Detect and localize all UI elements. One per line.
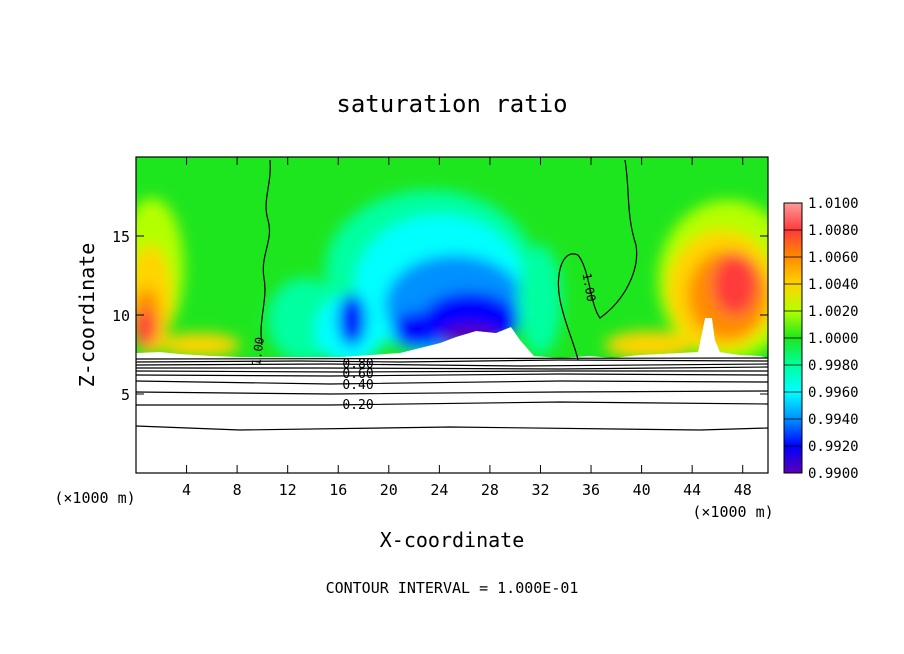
- x-tick-label: 4: [182, 481, 191, 499]
- heatmap-field: [136, 157, 768, 358]
- x-tick-label: 32: [531, 481, 549, 499]
- y-tick-label: 5: [121, 386, 130, 404]
- colorbar-label: 1.0100: [808, 196, 859, 212]
- y-axis: 5 10 15: [112, 228, 768, 404]
- colorbar-label: 0.9960: [808, 385, 859, 401]
- x-unit-label-left: (×1000 m): [54, 489, 135, 507]
- x-tick-label: 40: [633, 481, 651, 499]
- chart-title: saturation ratio: [336, 90, 567, 118]
- contour-label: 0.20: [342, 398, 373, 413]
- colorbar-label: 0.9900: [808, 466, 859, 482]
- x-tick-label: 48: [734, 481, 752, 499]
- colorbar-label: 0.9920: [808, 439, 859, 455]
- contour-label: 0.80: [342, 357, 373, 372]
- contour-label: 0.60: [342, 367, 373, 382]
- y-axis-title: Z-coordinate: [75, 243, 99, 388]
- x-unit-label-right: (×1000 m): [692, 503, 773, 521]
- colorbar-label: 1.0000: [808, 331, 859, 347]
- contour-lines: [136, 159, 768, 431]
- colorbar-label: 1.0040: [808, 277, 859, 293]
- contour-interval-footer: CONTOUR INTERVAL = 1.000E-01: [326, 579, 579, 597]
- colorbar-label: 1.0060: [808, 250, 859, 266]
- contour-label: 0.40: [342, 378, 373, 393]
- colorbar-label: 1.0020: [808, 304, 859, 320]
- x-tick-label: 44: [683, 481, 701, 499]
- x-tick-label: 36: [582, 481, 600, 499]
- x-tick-label: 24: [430, 481, 448, 499]
- colorbar-label: 0.9940: [808, 412, 859, 428]
- x-tick-label: 28: [481, 481, 499, 499]
- colorbar-label: 1.0080: [808, 223, 859, 239]
- x-axis-title: X-coordinate: [380, 528, 525, 552]
- x-tick-label: 20: [380, 481, 398, 499]
- x-axis: 4 8 12 16 20 24 28 32 36 40 44 48: [182, 157, 752, 499]
- colorbar-labels: 1.0100 1.0080 1.0060 1.0040 1.0020 1.0000 0.99…: [784, 196, 859, 482]
- x-tick-label: 8: [233, 481, 242, 499]
- y-tick-label: 10: [112, 307, 130, 325]
- y-tick-label: 15: [112, 228, 130, 246]
- colorbar-label: 0.9980: [808, 358, 859, 374]
- x-tick-label: 16: [329, 481, 347, 499]
- contour-label: 1.00: [249, 336, 267, 367]
- contour-label: 1.00: [580, 272, 599, 303]
- x-tick-label: 12: [279, 481, 297, 499]
